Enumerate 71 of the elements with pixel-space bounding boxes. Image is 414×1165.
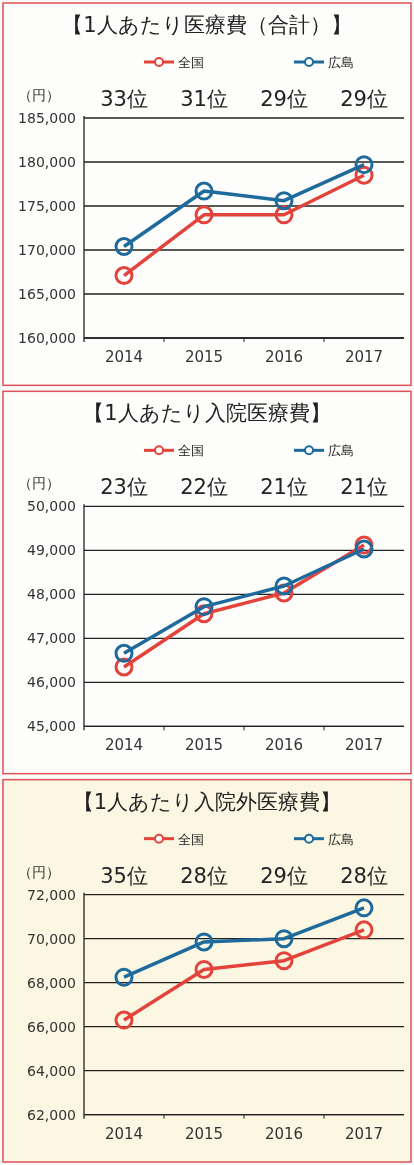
x-tick-label: 2016 (264, 348, 304, 366)
y-tick-label: 45,000 (27, 718, 76, 735)
point (274, 576, 294, 596)
y-tick-label: 170,000 (18, 242, 76, 258)
chart-title: 【1人あたり医療費（合計）】 (62, 13, 352, 37)
y-tick-label: 72,000 (27, 886, 76, 903)
text: 31位 (180, 87, 228, 111)
text: 33位 (100, 87, 148, 111)
legend-label: 全国 (178, 831, 204, 847)
point (354, 898, 374, 918)
y-tick-label: 68,000 (27, 974, 76, 991)
legend-label: 広島 (328, 443, 354, 459)
point (274, 191, 294, 211)
legend-label: 広島 (328, 831, 354, 847)
x-tick-label: 2015 (184, 736, 224, 755)
text: 28位 (340, 863, 388, 888)
y-tick-label: 46,000 (27, 674, 76, 691)
point (194, 205, 214, 225)
point (194, 959, 214, 979)
y-axis-title: （円） (18, 475, 60, 492)
text: 28位 (180, 863, 228, 888)
point (114, 643, 134, 663)
x-tick-label: 2016 (264, 736, 304, 755)
y-tick-label: 66,000 (27, 1018, 76, 1035)
point (194, 181, 214, 201)
point (114, 266, 134, 286)
point (194, 597, 214, 617)
x-tick-label: 2016 (264, 1124, 304, 1143)
x-tick-label: 2014 (104, 1124, 144, 1143)
x-tick-label: 2014 (104, 736, 144, 755)
text: 21位 (340, 475, 388, 500)
point (114, 967, 134, 987)
y-axis-title: （円） (18, 863, 60, 880)
chart-title: 【1人あたり入院医療費】 (83, 401, 331, 426)
text: 29位 (340, 87, 388, 111)
point (354, 920, 374, 940)
point (274, 929, 294, 949)
text: 22位 (180, 475, 228, 500)
text: 29位 (260, 863, 308, 888)
y-tick-label: 64,000 (27, 1062, 76, 1079)
y-tick-label: 160,000 (18, 330, 76, 346)
y-tick-label: 62,000 (27, 1106, 76, 1123)
point (114, 1010, 134, 1030)
text: 23位 (100, 475, 148, 500)
y-tick-label: 49,000 (27, 542, 76, 559)
y-tick-label: 48,000 (27, 586, 76, 603)
y-tick-label: 70,000 (27, 930, 76, 947)
point (114, 236, 134, 256)
point (194, 932, 214, 952)
x-tick-label: 2017 (344, 736, 384, 755)
text: 29位 (260, 87, 308, 111)
x-tick-label: 2017 (344, 348, 384, 366)
chart-title: 【1人あたり入院外医療費】 (72, 789, 342, 814)
y-tick-label: 180,000 (18, 154, 76, 170)
text: 35位 (100, 863, 148, 888)
y-tick-label: 47,000 (27, 630, 76, 647)
x-tick-label: 2015 (184, 348, 224, 366)
y-tick-label: 175,000 (18, 198, 76, 214)
y-tick-label: 185,000 (18, 110, 76, 126)
legend-label: 全国 (178, 443, 204, 459)
text: 21位 (260, 475, 308, 500)
legend-label: 広島 (328, 55, 354, 70)
x-tick-label: 2015 (184, 1124, 224, 1143)
legend-label: 全国 (178, 55, 204, 70)
y-axis-title: （円） (18, 87, 60, 103)
point (354, 155, 374, 175)
y-tick-label: 50,000 (27, 498, 76, 515)
x-tick-label: 2017 (344, 1124, 384, 1143)
y-tick-label: 165,000 (18, 286, 76, 302)
x-tick-label: 2014 (104, 348, 144, 366)
point (274, 951, 294, 971)
